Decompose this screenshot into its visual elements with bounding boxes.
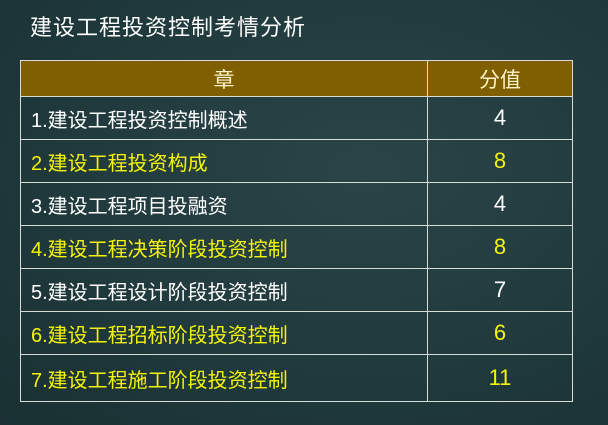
table-row: 6.建设工程招标阶段投资控制 6	[20, 311, 573, 355]
table-row: 3.建设工程项目投融资 4	[20, 182, 573, 226]
score-cell: 11	[427, 354, 573, 402]
score-cell: 4	[427, 182, 573, 226]
score-cell: 8	[427, 139, 573, 183]
chapter-cell: 4.建设工程决策阶段投资控制	[20, 225, 428, 269]
header-chapter: 章	[20, 60, 428, 97]
chapter-cell: 6.建设工程招标阶段投资控制	[20, 311, 428, 355]
chapter-cell: 3.建设工程项目投融资	[20, 182, 428, 226]
slide-title: 建设工程投资控制考情分析	[30, 15, 307, 40]
chapter-cell: 1.建设工程投资控制概述	[20, 96, 428, 140]
chapter-cell: 7.建设工程施工阶段投资控制	[20, 354, 428, 402]
score-cell: 4	[427, 96, 573, 140]
table-row: 1.建设工程投资控制概述 4	[20, 96, 573, 140]
table-row: 4.建设工程决策阶段投资控制 8	[20, 225, 573, 269]
score-cell: 7	[427, 268, 573, 312]
score-cell: 8	[427, 225, 573, 269]
score-cell: 6	[427, 311, 573, 355]
table-row: 5.建设工程设计阶段投资控制 7	[20, 268, 573, 312]
table-header-row: 章 分值	[20, 60, 573, 97]
table-row: 7.建设工程施工阶段投资控制 11	[20, 354, 573, 402]
score-table: 章 分值 1.建设工程投资控制概述 4 2.建设工程投资构成 8 3.建设工程项目投融资…	[20, 60, 573, 402]
chapter-cell: 2.建设工程投资构成	[20, 139, 428, 183]
table-row: 2.建设工程投资构成 8	[20, 139, 573, 183]
header-score: 分值	[427, 60, 573, 97]
chapter-cell: 5.建设工程设计阶段投资控制	[20, 268, 428, 312]
